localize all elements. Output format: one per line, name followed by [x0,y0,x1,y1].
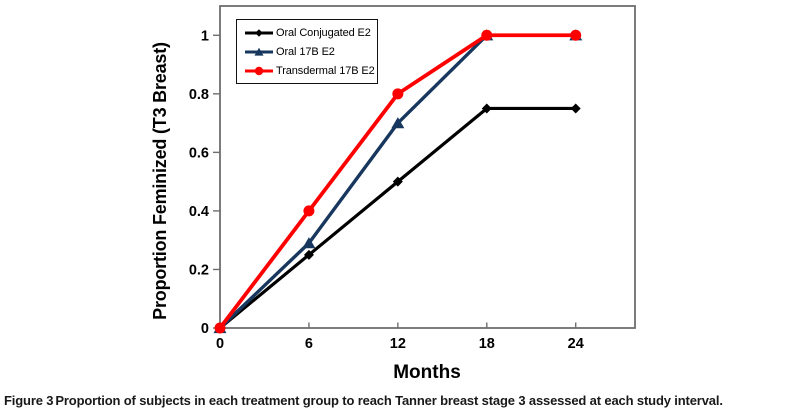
x-tick-label: 0 [216,336,224,352]
line-chart: 0 0.2 0.4 0.6 0.8 1 0 6 12 18 24 [189,5,636,352]
x-tick-label: 12 [390,336,406,352]
data-point-diamond [481,103,492,114]
legend: Oral Conjugated E2 Oral 17B E2 Transderm… [236,19,378,84]
y-tick-label: 0.6 [189,145,209,161]
data-point-circle [214,322,226,334]
chart-area: 0 0.2 0.4 0.6 0.8 1 0 6 12 18 24 Proportion Femini… [150,5,636,383]
y-axis-title: Proportion Feminized (T3 Breast) [150,42,170,320]
legend-label: Oral 17B E2 [276,45,335,58]
legend-line-triangle-icon [245,47,273,56]
legend-label: Transdermal 17B E2 [276,64,375,77]
x-tick-label: 18 [479,336,495,352]
data-point-circle [570,29,582,41]
y-tick-label: 1 [201,28,209,44]
caption-text: Proportion of subjects in each treatment… [55,393,723,408]
data-point-circle [481,29,493,41]
data-point-triangle [302,237,316,249]
x-tick-label: 24 [568,336,584,352]
caption-label: Figure 3 [4,393,54,408]
y-tick-label: 0 [201,321,209,337]
legend-entry-oral-conjugated-e2: Oral Conjugated E2 [244,24,375,42]
y-tick-label: 0.2 [189,262,209,278]
data-point-circle [303,205,315,217]
legend-sample-marker [254,66,264,75]
data-point-diamond [392,176,403,187]
legend-label: Oral Conjugated E2 [276,26,371,39]
data-point-diamond [570,103,581,114]
x-tick-label: 6 [305,336,313,352]
y-tick-label: 0.4 [189,204,209,220]
figure-caption: Figure 3 Proportion of subjects in each t… [4,391,792,411]
plot-border [219,5,636,329]
legend-sample-marker [254,47,264,56]
legend-line-diamond-icon [245,28,273,37]
y-tick-label: 0.8 [189,87,209,103]
data-point-triangle [391,117,405,129]
legend-entry-oral-17b-e2: Oral 17B E2 [244,43,375,61]
x-axis-title: Months [393,362,461,383]
data-point-circle [392,88,404,100]
legend-sample-marker [255,28,263,37]
legend-line-circle-icon [245,66,273,75]
series-line-oral-conjugated-e2 [218,106,578,330]
data-point-diamond [303,249,314,260]
legend-entry-transdermal-17b-e2: Transdermal 17B E2 [244,62,375,80]
